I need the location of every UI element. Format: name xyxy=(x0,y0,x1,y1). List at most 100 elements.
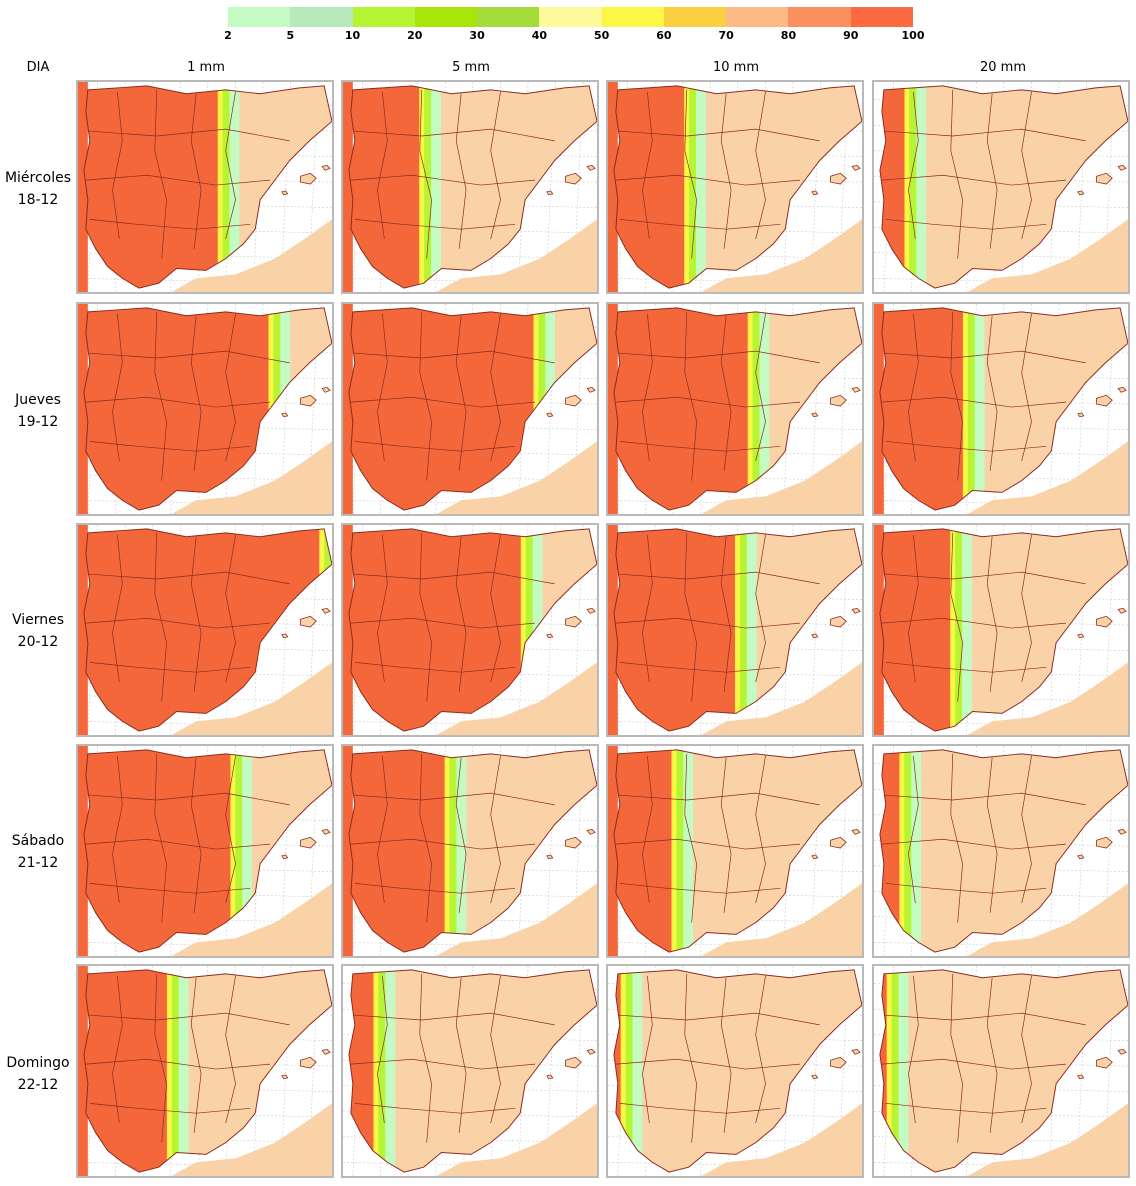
province-border xyxy=(112,91,123,240)
balearic-island xyxy=(281,190,289,196)
province-border xyxy=(617,571,820,585)
probability-map-panel xyxy=(76,302,334,516)
legend-tick-label: 60 xyxy=(656,29,672,42)
row-date: 18-12 xyxy=(17,192,59,208)
coastline xyxy=(613,749,862,953)
offshore-probability xyxy=(78,304,88,514)
province-border xyxy=(419,532,432,702)
iberian-peninsula xyxy=(879,85,1128,289)
map-svg xyxy=(343,966,597,1176)
row-day-name: Sábado xyxy=(11,833,65,849)
province-border xyxy=(89,219,251,230)
row-day-name: Domingo xyxy=(6,1055,70,1071)
province-border xyxy=(619,1103,781,1114)
province-border xyxy=(455,536,467,692)
row-label-jueves: Jueves 19-12 xyxy=(0,389,76,433)
coastline xyxy=(879,528,1128,732)
probability-map-panel xyxy=(872,523,1130,737)
balearic-island xyxy=(321,607,331,614)
legend-tick-label: 20 xyxy=(407,29,423,42)
province-border xyxy=(354,441,516,452)
balearic-island xyxy=(851,828,861,835)
province-border xyxy=(352,350,555,364)
province-border xyxy=(617,350,820,364)
province-border xyxy=(684,532,697,702)
province-border xyxy=(908,313,919,462)
legend-tick-label: 40 xyxy=(531,29,548,42)
row-date: 22-12 xyxy=(17,1077,59,1093)
iberian-peninsula xyxy=(879,749,1128,953)
probability-field-max xyxy=(613,969,621,1173)
row-label-viernes: Viernes 20-12 xyxy=(0,609,76,653)
map-svg xyxy=(608,746,862,956)
province-border xyxy=(720,757,732,913)
province-border xyxy=(225,313,236,462)
legend-swatch xyxy=(352,7,415,27)
north-africa xyxy=(701,219,862,292)
balearic-island xyxy=(546,412,554,418)
offshore-probability xyxy=(608,304,618,514)
province-border xyxy=(684,753,697,923)
province-border xyxy=(377,313,388,462)
province-border xyxy=(684,89,697,259)
balearic-island xyxy=(281,854,289,860)
balearic-island xyxy=(546,190,554,196)
province-border xyxy=(755,313,766,462)
map-svg xyxy=(78,525,332,735)
province-border xyxy=(755,975,766,1124)
offshore-probability xyxy=(343,304,353,514)
province-border xyxy=(908,91,919,240)
province-border xyxy=(883,792,1086,806)
province-border xyxy=(225,755,236,904)
province-border xyxy=(642,91,653,240)
province-border xyxy=(85,617,271,629)
legend-tick-label: 90 xyxy=(843,29,859,42)
balearic-island xyxy=(300,615,317,628)
province-border xyxy=(87,350,290,364)
province-border xyxy=(619,662,781,673)
probability-map-panel xyxy=(872,302,1130,516)
province-border xyxy=(419,311,432,481)
province-border xyxy=(419,753,432,923)
iberian-peninsula xyxy=(613,969,862,1173)
province-border xyxy=(87,128,290,142)
offshore-probability xyxy=(608,525,618,735)
balearic-island xyxy=(321,386,331,393)
province-border xyxy=(225,534,236,683)
probability-map-panel xyxy=(606,523,864,737)
coastline xyxy=(348,85,597,289)
province-border xyxy=(87,792,290,806)
balearic-island xyxy=(1117,828,1127,835)
map-svg xyxy=(608,82,862,292)
province-border xyxy=(1021,755,1032,904)
north-africa xyxy=(967,219,1128,292)
province-border xyxy=(986,977,998,1133)
province-border xyxy=(615,838,801,850)
offshore-probability xyxy=(343,746,353,956)
balearic-island xyxy=(1096,836,1113,849)
balearic-island xyxy=(586,1048,596,1055)
province-border xyxy=(85,1058,271,1070)
balearic-island xyxy=(1117,607,1127,614)
province-border xyxy=(881,174,1067,186)
legend-tick-label: 30 xyxy=(469,29,485,42)
legend-swatch xyxy=(414,7,478,27)
balearic-island xyxy=(546,633,554,639)
province-border xyxy=(617,128,820,142)
probability-map-panel xyxy=(872,964,1130,1178)
balearic-island xyxy=(1096,615,1113,628)
probability-map-panel xyxy=(341,964,599,1178)
province-border xyxy=(617,1012,820,1026)
north-africa xyxy=(171,219,332,292)
threshold-header-10mm: 10 mm xyxy=(712,60,759,75)
north-africa xyxy=(967,662,1128,735)
province-border xyxy=(455,315,467,471)
probability-map-panel xyxy=(341,523,599,737)
balearic-island xyxy=(281,1074,289,1080)
province-border xyxy=(883,571,1086,585)
probability-map-panel xyxy=(606,744,864,958)
row-date: 21-12 xyxy=(17,855,59,871)
probability-map-panel xyxy=(76,964,334,1178)
row-label-miercoles: Miércoles 18-12 xyxy=(0,167,76,211)
province-border xyxy=(885,1103,1047,1114)
